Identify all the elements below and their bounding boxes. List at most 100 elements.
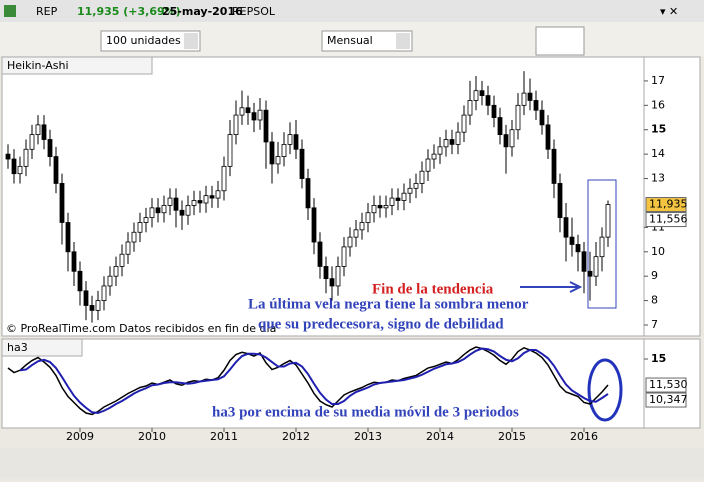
candle-body bbox=[53, 156, 59, 184]
candle-body bbox=[269, 141, 275, 165]
candle-body bbox=[185, 205, 191, 216]
candle-body bbox=[485, 95, 491, 106]
candle-body bbox=[275, 156, 281, 165]
candle-body bbox=[395, 197, 401, 201]
candle-body bbox=[305, 178, 311, 209]
candle-body bbox=[341, 246, 347, 267]
bottom-toolbar bbox=[0, 448, 704, 478]
candle-body bbox=[125, 241, 131, 255]
x-tick-label: 2014 bbox=[426, 430, 454, 443]
candle-body bbox=[197, 200, 203, 204]
candle-body bbox=[137, 222, 143, 233]
candle-body bbox=[251, 112, 257, 121]
units: 100 unidades bbox=[106, 34, 181, 47]
candle-body bbox=[203, 195, 209, 204]
candle-body bbox=[503, 134, 509, 148]
candle-body bbox=[5, 153, 11, 160]
candle-body bbox=[287, 134, 293, 145]
candle-body bbox=[119, 253, 125, 267]
y-tick-label: 15 bbox=[651, 352, 666, 365]
y-tick-label: 8 bbox=[651, 294, 658, 307]
chart-type-button[interactable] bbox=[535, 26, 585, 56]
candle-body bbox=[293, 134, 299, 150]
candle-body bbox=[521, 92, 527, 106]
candle-body bbox=[179, 209, 185, 216]
candle-body bbox=[533, 100, 539, 111]
y-tick-label: 17 bbox=[651, 74, 665, 87]
candle-body bbox=[35, 124, 41, 136]
candle-body bbox=[401, 192, 407, 201]
candle-body bbox=[17, 165, 23, 175]
candle-body bbox=[101, 285, 107, 302]
candle-body bbox=[593, 256, 599, 277]
price-label-box bbox=[645, 197, 687, 213]
candle-body bbox=[155, 207, 161, 214]
top-bar bbox=[0, 0, 704, 22]
candle-body bbox=[545, 124, 551, 150]
candle-body bbox=[509, 129, 515, 148]
units-dropdown[interactable] bbox=[100, 30, 201, 52]
period: Mensual bbox=[327, 34, 373, 47]
y-tick-label: 15 bbox=[651, 123, 666, 136]
candle-body bbox=[311, 207, 317, 243]
candle-body bbox=[353, 229, 359, 238]
candle-body bbox=[371, 205, 377, 214]
candle-body bbox=[557, 183, 563, 219]
candle-icon[interactable] bbox=[4, 5, 16, 17]
candle-body bbox=[149, 207, 155, 219]
candle-body bbox=[455, 131, 461, 145]
candle-body bbox=[467, 100, 473, 116]
indicator-line bbox=[7, 346, 609, 416]
candle-body bbox=[491, 104, 497, 118]
candle-body bbox=[143, 217, 149, 223]
x-tick-label: 2015 bbox=[498, 430, 526, 443]
candle-body bbox=[443, 139, 449, 148]
candle-body bbox=[527, 92, 533, 101]
x-tick-label: 2012 bbox=[282, 430, 310, 443]
price-label: 11,530 bbox=[649, 378, 688, 391]
dropdown-arrow[interactable] bbox=[184, 33, 198, 49]
candle-body bbox=[191, 200, 197, 206]
y-tick-label: 7 bbox=[651, 318, 658, 331]
candle-body bbox=[605, 204, 611, 238]
price-label-box bbox=[645, 392, 687, 408]
candle-body bbox=[299, 148, 305, 179]
candle-body bbox=[29, 134, 35, 150]
candle-body bbox=[575, 244, 581, 253]
dropdown-arrow[interactable] bbox=[396, 33, 410, 49]
y-tick-label: 13 bbox=[651, 172, 665, 185]
candle-body bbox=[317, 241, 323, 267]
candle-body bbox=[515, 104, 521, 131]
price-label: 11,556 bbox=[649, 213, 688, 226]
candle-body bbox=[347, 236, 353, 248]
y-tick-label: 14 bbox=[651, 147, 665, 160]
candle-body bbox=[569, 236, 575, 245]
candle-body bbox=[59, 183, 65, 223]
price-label-box bbox=[645, 377, 687, 393]
candle-body bbox=[107, 275, 113, 287]
candle-body bbox=[209, 195, 215, 199]
symbol[interactable]: REP bbox=[36, 5, 58, 18]
candle-body bbox=[173, 197, 179, 211]
price-label-box bbox=[645, 212, 687, 228]
annotation: ha3 por encima de su media móvil de 3 pe… bbox=[212, 404, 519, 420]
candle-body bbox=[431, 153, 437, 160]
candle-body bbox=[449, 139, 455, 145]
candle-body bbox=[407, 187, 413, 194]
candle-body bbox=[263, 109, 269, 143]
panel-title: Heikin-Ashi bbox=[7, 59, 69, 72]
menu-button[interactable]: ▾ ✕ bbox=[660, 5, 678, 18]
x-tick-label: 2009 bbox=[66, 430, 94, 443]
period-dropdown[interactable] bbox=[321, 30, 413, 52]
candle-body bbox=[323, 266, 329, 280]
panel-header bbox=[1, 56, 153, 75]
arrow bbox=[520, 281, 583, 293]
price-label: 10,347 bbox=[649, 393, 688, 406]
panel-header bbox=[1, 338, 83, 357]
candle-body bbox=[23, 148, 29, 167]
candle-body bbox=[359, 222, 365, 231]
candle-body bbox=[245, 107, 251, 114]
candle-body bbox=[551, 148, 557, 184]
